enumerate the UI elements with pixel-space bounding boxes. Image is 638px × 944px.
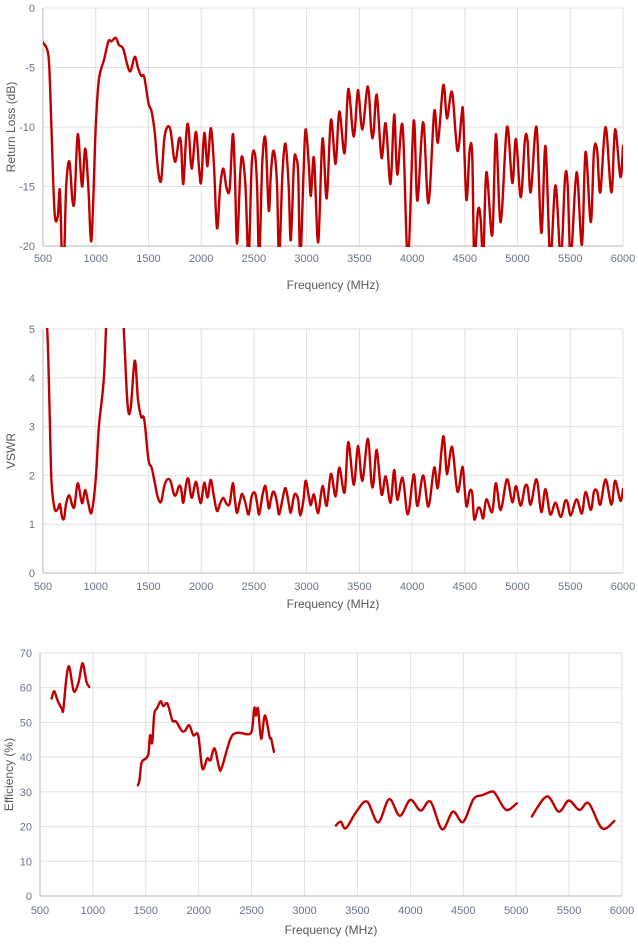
x-tick-label: 5000 bbox=[505, 581, 529, 593]
x-axis-label: Frequency (MHz) bbox=[287, 597, 380, 611]
x-tick-label: 5500 bbox=[557, 905, 581, 917]
y-tick-label: 3 bbox=[29, 422, 35, 434]
x-tick-label: 1500 bbox=[134, 905, 158, 917]
y-tick-label: 60 bbox=[20, 683, 32, 695]
y-tick-label: 0 bbox=[29, 568, 35, 580]
y-tick-label: 30 bbox=[20, 787, 32, 799]
return-loss-series-line bbox=[43, 36, 623, 247]
x-tick-label: 3000 bbox=[294, 253, 318, 265]
x-axis-label: Frequency (MHz) bbox=[287, 278, 380, 292]
x-tick-label: 3500 bbox=[347, 581, 371, 593]
y-tick-label: 0 bbox=[29, 3, 35, 15]
x-tick-label: 3500 bbox=[347, 253, 371, 265]
x-tick-label: 1500 bbox=[136, 253, 160, 265]
y-axis-label: Efficiency (%) bbox=[2, 738, 16, 811]
x-tick-label: 500 bbox=[34, 253, 52, 265]
x-tick-label: 2000 bbox=[186, 905, 210, 917]
x-tick-label: 500 bbox=[31, 905, 49, 917]
y-tick-label: -20 bbox=[19, 241, 35, 253]
x-tick-label: 1000 bbox=[81, 905, 105, 917]
y-tick-label: -15 bbox=[19, 182, 35, 194]
x-tick-label: 4500 bbox=[453, 253, 477, 265]
efficiency-chart: 0 10 20 30 40 50 60 70 500 1000 1500 2000 2500 3000 35… bbox=[2, 648, 634, 937]
x-tick-label: 1500 bbox=[136, 581, 160, 593]
y-tick-label: -10 bbox=[19, 122, 35, 134]
x-tick-label: 4500 bbox=[453, 581, 477, 593]
x-tick-label: 3000 bbox=[294, 581, 318, 593]
x-tick-label: 6000 bbox=[611, 581, 635, 593]
x-tick-label: 2000 bbox=[189, 253, 213, 265]
y-tick-label: 20 bbox=[20, 822, 32, 834]
x-tick-label: 4000 bbox=[398, 905, 422, 917]
y-tick-label: 40 bbox=[20, 752, 32, 764]
x-tick-label: 4000 bbox=[400, 581, 424, 593]
efficiency-series-line bbox=[334, 790, 518, 831]
y-tick-label: 4 bbox=[29, 373, 35, 385]
x-tick-label: 5500 bbox=[558, 581, 582, 593]
vswr-series-line bbox=[45, 328, 623, 521]
x-tick-label: 4000 bbox=[400, 253, 424, 265]
x-tick-label: 2500 bbox=[242, 253, 266, 265]
x-tick-label: 5000 bbox=[504, 905, 528, 917]
y-tick-label: -5 bbox=[25, 63, 35, 75]
y-tick-label: 2 bbox=[29, 470, 35, 482]
x-tick-label: 1000 bbox=[83, 581, 107, 593]
x-tick-label: 6000 bbox=[610, 905, 634, 917]
y-tick-label: 0 bbox=[26, 891, 32, 903]
x-tick-label: 5500 bbox=[558, 253, 582, 265]
x-tick-label: 3000 bbox=[292, 905, 316, 917]
y-tick-label: 70 bbox=[20, 648, 32, 660]
efficiency-series-line bbox=[50, 662, 91, 714]
y-tick-label: 50 bbox=[20, 717, 32, 729]
x-tick-label: 5000 bbox=[505, 253, 529, 265]
x-tick-label: 500 bbox=[34, 581, 52, 593]
efficiency-series-line bbox=[136, 700, 276, 787]
x-tick-label: 1000 bbox=[83, 253, 107, 265]
x-tick-label: 6000 bbox=[611, 253, 635, 265]
y-tick-label: 5 bbox=[29, 324, 35, 336]
y-tick-label: 10 bbox=[20, 856, 32, 868]
x-tick-label: 2000 bbox=[189, 581, 213, 593]
x-tick-label: 2500 bbox=[239, 905, 263, 917]
x-tick-label: 4500 bbox=[451, 905, 475, 917]
x-tick-label: 3500 bbox=[345, 905, 369, 917]
y-axis-label: VSWR bbox=[4, 433, 18, 469]
x-tick-label: 2500 bbox=[242, 581, 266, 593]
x-axis-label: Frequency (MHz) bbox=[285, 923, 378, 937]
y-axis-label: Return Loss (dB) bbox=[4, 82, 18, 173]
y-tick-label: 1 bbox=[29, 519, 35, 531]
efficiency-series-line bbox=[530, 795, 616, 831]
